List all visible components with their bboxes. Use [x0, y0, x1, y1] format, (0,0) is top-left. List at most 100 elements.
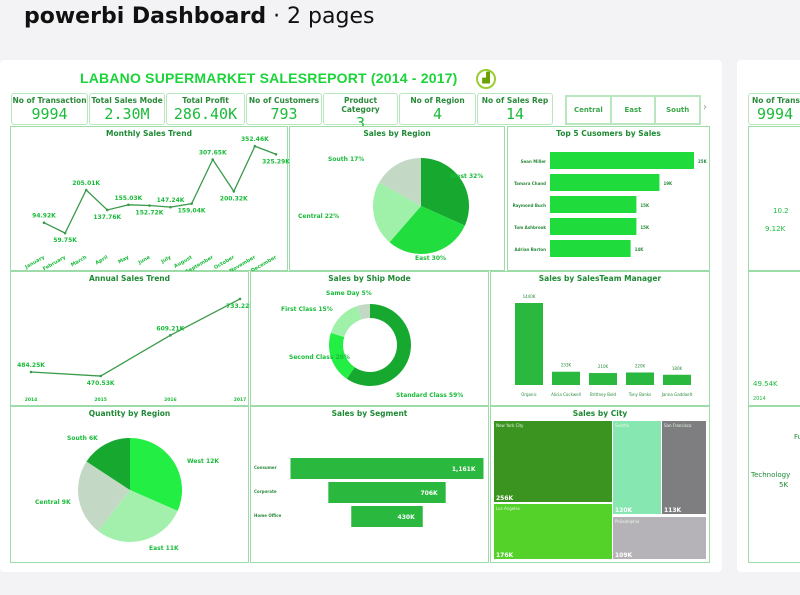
data-label: 1,161K [452, 466, 476, 473]
annual-sales-panel: Annual Sales Trend 484.25K 2014 470.53K 2015… [10, 271, 254, 406]
tile-label: San Francisco [664, 423, 692, 428]
tile-label: New York City [496, 423, 524, 428]
data-label: 205.01K [72, 180, 100, 187]
category-label: Brittney Bold [590, 392, 617, 397]
slice-label: East 11K [149, 545, 179, 552]
kpi-value: 3 [355, 114, 366, 132]
data-label: 733.22K [226, 303, 250, 310]
data-label: 5K [779, 481, 789, 489]
chart-title: Top 5 Cusomers by Sales [556, 129, 661, 138]
data-label: 470.53K [87, 380, 115, 387]
data-point [169, 334, 172, 337]
sales-by-region-panel: Sales by Region West 32% East 30% Central 2… [289, 126, 505, 271]
report-title: LABANO SUPERMARKET SALESREPORT (2014 - 2… [80, 70, 458, 86]
data-point [190, 202, 193, 205]
pie-slice [346, 304, 411, 386]
slicer-option-south[interactable]: South [655, 96, 701, 124]
kpi-card: Total Sales Mode 2.30M [89, 93, 165, 125]
category-label: Tom Ashbrook [514, 225, 546, 230]
region-slicer[interactable]: Central East South [565, 95, 701, 125]
slicer-option-central[interactable]: Central [566, 96, 611, 124]
data-label: 1440K [523, 294, 536, 299]
bar [552, 371, 580, 385]
page-header: powerbi Dashboard · 2 pages [24, 4, 374, 29]
kpi-value: 793 [270, 105, 298, 123]
slice-label: South 17% [328, 156, 364, 163]
data-point [148, 204, 151, 207]
data-label: 25K [698, 159, 708, 164]
funnel-bar [328, 482, 446, 503]
tile-value: 176K [496, 552, 514, 559]
series-line [30, 298, 241, 377]
kpi-card: Product Category 3 [323, 93, 398, 132]
page2-panel: 49.54K 2014 [748, 271, 800, 406]
x-tick-label: July [159, 254, 173, 265]
bar [550, 240, 631, 257]
category-label: Organic [521, 392, 537, 397]
bar [589, 373, 617, 385]
kpi-card: No of Customers 793 [246, 93, 322, 125]
data-label: Fu [794, 433, 800, 441]
bar [626, 372, 654, 385]
data-label: 159.04K [178, 208, 206, 215]
treemap-tile [494, 504, 612, 559]
data-label: 94.92K [32, 213, 56, 220]
tile-label: Seattle [615, 423, 630, 428]
slicer-option-east[interactable]: East [610, 96, 656, 124]
data-label: 14K [635, 247, 645, 252]
category-label: Tony Banks [628, 392, 652, 397]
kpi-card: Total Profit 286.40K [166, 93, 245, 125]
page-thumbnail-2[interactable]: No of Transa 9994 10.2 9.12K 49.54K 2014 … [737, 60, 800, 572]
tile-value: 120K [615, 507, 633, 514]
treemap-tile [494, 421, 612, 502]
data-label: 706K [420, 490, 438, 497]
kpi-value: 2.30M [104, 105, 150, 123]
page2-panel: 10.2 9.12K [748, 126, 800, 271]
data-label: 609.21K [156, 325, 184, 332]
x-tick-label: April [95, 254, 110, 266]
bar [515, 303, 543, 385]
kpi-value: 14 [505, 105, 525, 123]
pie-slice [86, 438, 130, 490]
slice-label: West 32% [450, 173, 483, 180]
category-label: Adrian Barton [515, 247, 547, 252]
kpi-label: Total Profit [182, 96, 229, 105]
x-tick-label: 2016 [164, 397, 177, 403]
pie-slice [130, 438, 182, 511]
category-label: Corporate [254, 489, 277, 494]
treemap-tile [613, 421, 661, 514]
slice-label: West 12K [187, 458, 219, 465]
chart-title: Sales by Segment [331, 409, 408, 418]
chevron-right-icon[interactable]: › [703, 102, 707, 113]
page-thumbnail-1[interactable]: LABANO SUPERMARKET SALESREPORT (2014 - 2… [0, 60, 722, 572]
data-label: 155.03K [114, 195, 142, 202]
slice-label: Second Class 20% [289, 354, 350, 361]
kpi-card: No of Sales Rep 14 [477, 93, 553, 125]
kpi-value: 286.40K [173, 105, 238, 123]
page2-panel: Fu Technology 5K [748, 406, 800, 563]
funnel-bar [290, 458, 484, 479]
kpi-label: Product Category [341, 96, 380, 114]
bar [550, 196, 637, 213]
slice-label: Standard Class 59% [396, 392, 463, 399]
data-label: 210K [598, 364, 609, 369]
data-point [63, 231, 67, 235]
slice-label: Same Day 5% [326, 290, 372, 297]
data-label: 152.72K [136, 210, 164, 217]
slice-label: East 30% [415, 255, 446, 262]
kpi-label: No of Sales Rep [481, 96, 549, 105]
data-label: 10.2 [773, 207, 789, 215]
x-tick-label: June [137, 254, 152, 266]
data-label: 19K [663, 181, 673, 186]
data-label: 137.76K [93, 214, 121, 221]
dashboard-name: powerbi Dashboard [24, 4, 267, 29]
pie-slice [98, 490, 178, 542]
kpi-label: No of Region [410, 96, 465, 105]
quantity-region-panel: Quantity by Region West 12K East 11K Centra… [10, 406, 249, 563]
kpi-value: 4 [432, 105, 443, 123]
kpi-label: No of Transa [752, 96, 800, 105]
data-point [127, 203, 130, 207]
data-point [238, 297, 242, 301]
bar [550, 218, 637, 235]
x-tick-label: 2017 [234, 397, 247, 403]
